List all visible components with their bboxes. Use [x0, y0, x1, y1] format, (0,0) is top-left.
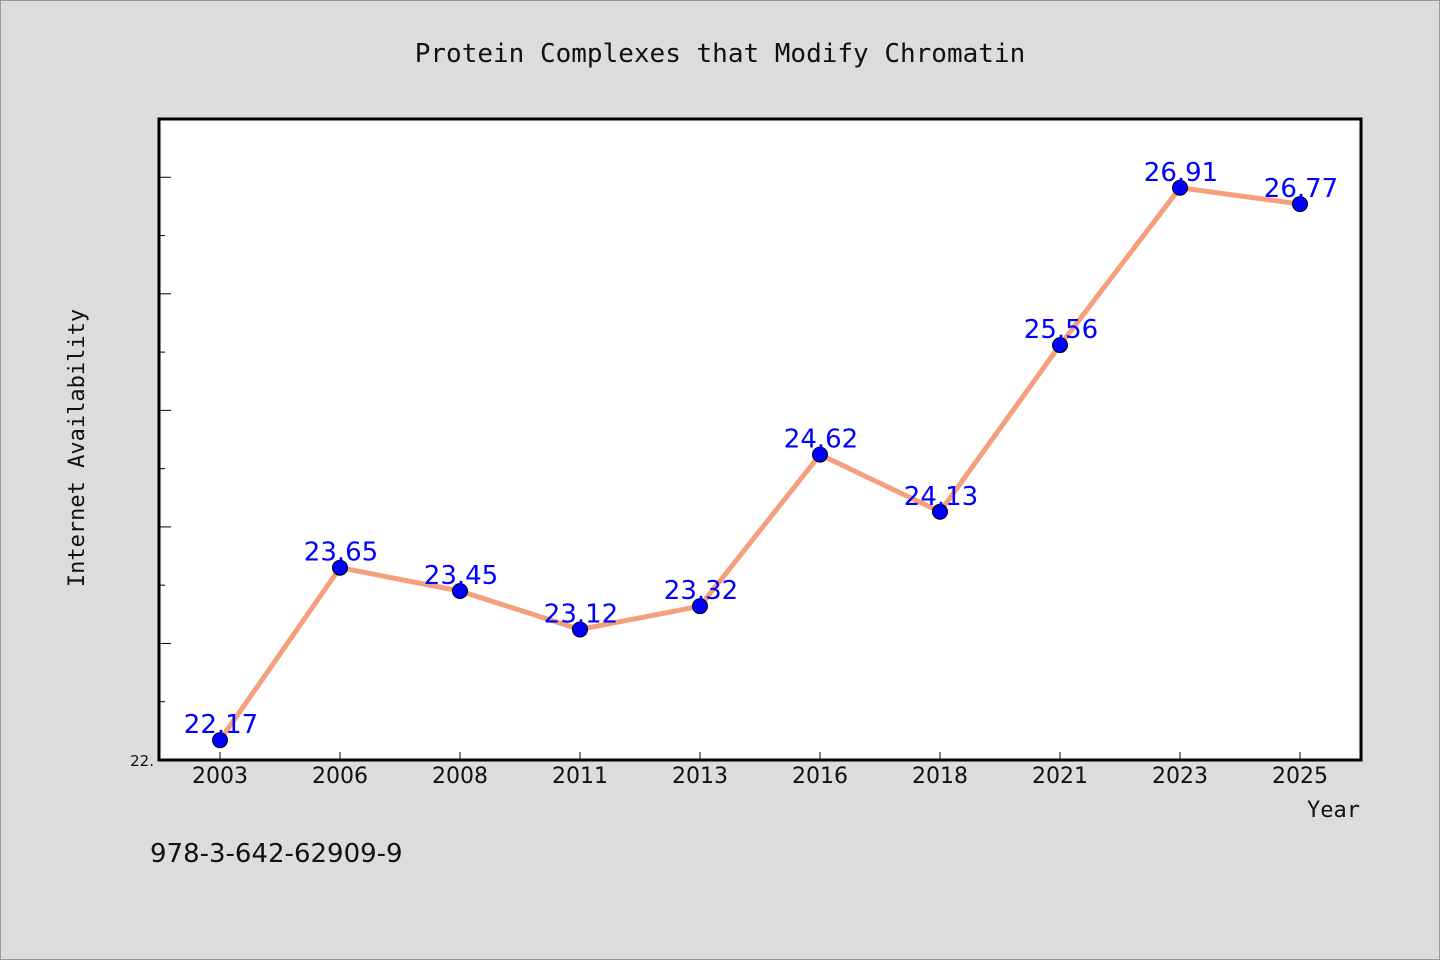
x-tick-label: 2011 [552, 764, 608, 789]
data-labels: 22.17 23.65 23.45 23.12 23.32 24.62 24.13 25.56… [184, 158, 1338, 740]
x-tick-label: 2006 [312, 764, 368, 789]
series-markers [212, 179, 1308, 749]
data-label: 23.65 [304, 538, 378, 568]
data-label: 23.12 [544, 599, 618, 629]
data-label: 26.91 [1144, 158, 1218, 188]
data-point [452, 583, 468, 600]
x-tick-label: 2018 [912, 764, 968, 789]
data-label: 24.13 [904, 482, 978, 512]
x-axis-tick-labels: 2003 2006 2008 2011 2013 2016 2018 2021 2023 2025 [192, 764, 1328, 789]
chart-title: Protein Complexes that Modify Chromatin [415, 39, 1025, 69]
data-point [212, 732, 228, 749]
data-point [812, 446, 828, 463]
plot-area [157, 117, 1363, 762]
data-label: 23.45 [424, 561, 498, 591]
isbn-text: 978-3-642-62909-9 [150, 839, 403, 869]
data-label: 22.17 [184, 710, 258, 740]
data-point [692, 598, 708, 615]
data-point [1052, 337, 1068, 354]
data-label: 24.62 [784, 425, 858, 455]
y-axis-label: Internet Availability [65, 309, 90, 587]
series-line [217, 185, 1303, 743]
x-tick-label: 2016 [792, 764, 848, 789]
data-label: 25.56 [1024, 315, 1098, 345]
y-axis-ticks [159, 118, 171, 761]
x-tick-label: 2023 [1152, 764, 1208, 789]
x-axis-label: Year [1307, 798, 1360, 823]
data-point [1292, 196, 1308, 213]
data-point [332, 559, 348, 576]
data-label: 26.77 [1264, 174, 1338, 204]
data-point [1172, 179, 1188, 196]
x-tick-label: 2008 [432, 764, 488, 789]
data-label: 23.32 [664, 576, 738, 606]
data-point [572, 621, 588, 638]
x-axis-ticks [219, 752, 1301, 760]
x-tick-label: 2025 [1272, 764, 1328, 789]
x-tick-label: 2003 [192, 764, 248, 789]
data-point [932, 503, 948, 520]
x-tick-label: 2021 [1032, 764, 1088, 789]
x-tick-label: 2013 [672, 764, 728, 789]
y-tick-label: 22. [130, 752, 154, 770]
